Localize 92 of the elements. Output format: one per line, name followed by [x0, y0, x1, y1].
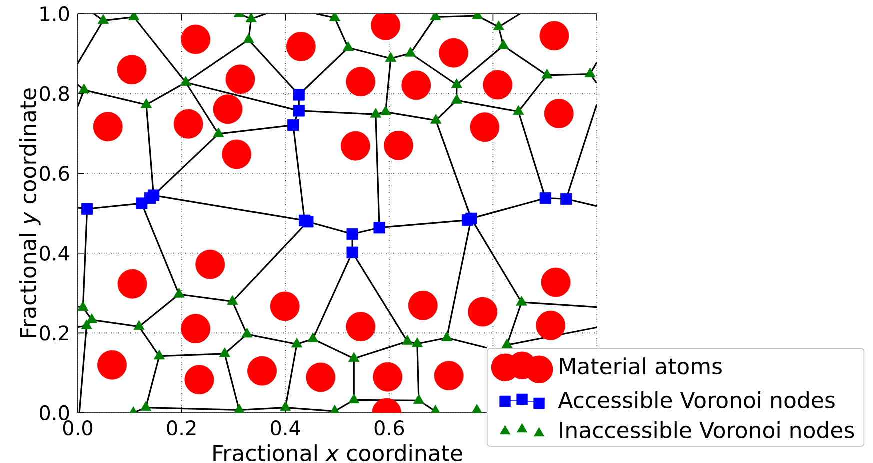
y-tick-label: 0.6 — [40, 166, 70, 182]
point — [560, 193, 572, 205]
y-axis-title: Fractional y coordinate — [20, 88, 41, 338]
point — [342, 42, 354, 52]
point — [93, 112, 123, 142]
point — [226, 64, 256, 94]
point — [340, 131, 370, 161]
x-axis-title: Fractional x coordinate — [214, 444, 462, 462]
x-tick-label: 0.2 — [167, 420, 196, 436]
point — [291, 338, 303, 348]
point — [541, 268, 571, 298]
point — [154, 350, 166, 360]
point — [346, 228, 358, 240]
point — [348, 352, 360, 362]
point — [222, 140, 252, 170]
point — [405, 47, 416, 57]
point — [542, 69, 553, 79]
point — [227, 295, 238, 305]
point — [293, 105, 305, 117]
point — [346, 246, 358, 258]
point — [413, 394, 425, 404]
point — [184, 365, 214, 395]
point — [470, 112, 500, 142]
point — [513, 105, 524, 116]
point — [439, 38, 468, 68]
point — [451, 94, 462, 104]
point — [134, 320, 145, 330]
point — [385, 52, 397, 62]
x-tick-label: 0.6 — [374, 420, 404, 436]
point — [174, 288, 185, 298]
point — [140, 98, 152, 108]
point — [118, 269, 148, 299]
point — [286, 32, 316, 62]
x-tick-label: 0.0 — [63, 420, 93, 436]
point — [293, 89, 305, 101]
point — [288, 120, 300, 132]
y-tick-label: 0.8 — [40, 86, 70, 102]
point — [306, 362, 336, 392]
point — [174, 109, 204, 139]
point — [374, 222, 386, 234]
point — [117, 55, 147, 85]
y-tick-label: 0.0 — [40, 405, 70, 421]
point — [302, 216, 314, 228]
point — [408, 290, 438, 320]
point — [243, 34, 254, 44]
point — [86, 314, 98, 324]
point — [370, 108, 382, 118]
point — [181, 24, 211, 54]
point — [544, 99, 574, 128]
point — [82, 203, 94, 215]
point — [346, 67, 376, 97]
point — [468, 297, 498, 327]
point — [412, 338, 423, 348]
legend-label: Material atoms — [560, 358, 722, 375]
point — [213, 128, 224, 138]
point — [98, 350, 127, 380]
point — [441, 332, 453, 342]
y-tick-label: 1.0 — [40, 6, 70, 22]
y-tick-label: 0.4 — [40, 246, 70, 261]
point — [308, 332, 319, 342]
point — [181, 314, 211, 344]
legend-label: Accessible Voronoi nodes — [558, 391, 835, 409]
point — [540, 192, 552, 204]
point — [430, 114, 442, 124]
point — [536, 310, 566, 340]
point — [434, 361, 464, 391]
point — [213, 94, 243, 124]
point — [498, 40, 510, 50]
point — [402, 335, 414, 345]
point — [242, 328, 253, 338]
point — [180, 76, 192, 86]
x-tick-label: 0.4 — [271, 420, 300, 436]
point — [540, 21, 570, 51]
point — [402, 70, 432, 100]
point — [196, 250, 226, 280]
y-tick-label: 0.2 — [40, 326, 68, 341]
legend-label: Inaccessible Voronoi nodes — [560, 422, 854, 439]
point — [502, 338, 513, 348]
point — [483, 70, 513, 100]
point — [451, 78, 462, 88]
point — [248, 356, 277, 386]
point — [219, 348, 230, 358]
point — [384, 130, 414, 160]
point — [493, 20, 504, 30]
point — [148, 190, 160, 202]
point — [380, 106, 392, 116]
point — [348, 394, 360, 404]
point — [516, 296, 528, 306]
point — [346, 312, 376, 342]
point — [466, 212, 478, 224]
point — [373, 362, 403, 392]
point — [270, 292, 300, 322]
